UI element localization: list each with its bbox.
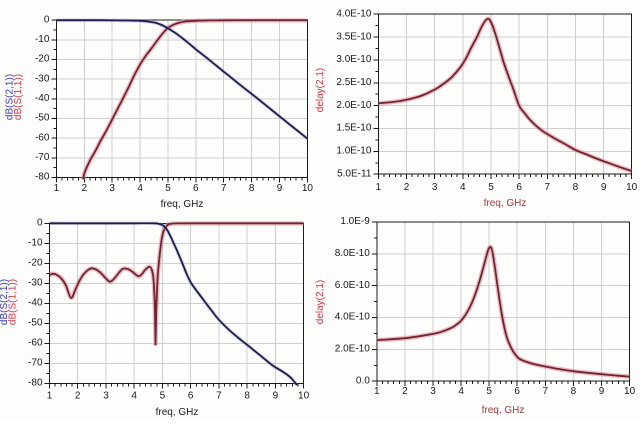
- svg-text:-50: -50: [35, 113, 50, 124]
- svg-text:-60: -60: [28, 338, 43, 349]
- svg-text:6.0E-10: 6.0E-10: [335, 280, 370, 291]
- svg-text:9: 9: [277, 183, 283, 194]
- svg-text:-10: -10: [28, 238, 43, 249]
- svg-text:10: 10: [298, 391, 310, 402]
- svg-text:3.0E-10: 3.0E-10: [336, 54, 371, 65]
- svg-text:3: 3: [109, 183, 115, 194]
- svg-text:-70: -70: [28, 358, 43, 369]
- svg-text:7: 7: [545, 182, 551, 193]
- svg-text:10: 10: [302, 183, 314, 194]
- svg-text:8.0E-10: 8.0E-10: [335, 248, 370, 259]
- svg-text:5: 5: [160, 391, 166, 402]
- svg-text:1: 1: [54, 183, 60, 194]
- svg-text:4: 4: [460, 182, 466, 193]
- svg-text:3: 3: [432, 182, 438, 193]
- svg-text:7: 7: [216, 391, 222, 402]
- svg-text:1: 1: [376, 182, 382, 193]
- svg-text:8: 8: [571, 386, 577, 397]
- svg-text:delay(2,1): delay(2,1): [315, 280, 326, 324]
- svg-text:4: 4: [137, 183, 143, 194]
- svg-text:5.0E-11: 5.0E-11: [337, 168, 372, 179]
- svg-text:2: 2: [82, 183, 88, 194]
- svg-text:5: 5: [486, 386, 492, 397]
- svg-text:7: 7: [221, 183, 227, 194]
- svg-text:3: 3: [430, 386, 436, 397]
- svg-text:2.0E-10: 2.0E-10: [336, 100, 371, 111]
- svg-text:2: 2: [75, 391, 81, 402]
- svg-text:1.5E-10: 1.5E-10: [336, 123, 371, 134]
- svg-text:3.5E-10: 3.5E-10: [336, 31, 371, 42]
- svg-text:-30: -30: [28, 278, 43, 289]
- svg-text:2: 2: [402, 386, 408, 397]
- svg-text:9: 9: [599, 386, 605, 397]
- svg-text:9: 9: [601, 182, 607, 193]
- svg-text:dB(S(2,1)): dB(S(2,1)): [0, 279, 10, 325]
- svg-text:-40: -40: [35, 93, 50, 104]
- svg-text:-30: -30: [35, 73, 50, 84]
- svg-text:1.0E-10: 1.0E-10: [336, 146, 371, 157]
- svg-text:freq, GHz: freq, GHz: [484, 198, 527, 209]
- svg-text:0: 0: [44, 14, 50, 25]
- svg-text:5: 5: [165, 183, 171, 194]
- svg-text:2.5E-10: 2.5E-10: [336, 77, 371, 88]
- svg-text:-60: -60: [35, 132, 50, 143]
- svg-text:-20: -20: [28, 258, 43, 269]
- svg-text:1: 1: [374, 386, 380, 397]
- svg-text:9: 9: [273, 391, 279, 402]
- svg-text:4.0E-10: 4.0E-10: [336, 8, 371, 19]
- svg-text:-20: -20: [35, 54, 50, 65]
- svg-text:-50: -50: [28, 318, 43, 329]
- svg-text:4: 4: [458, 386, 464, 397]
- svg-text:10: 10: [624, 386, 636, 397]
- svg-text:0.0: 0.0: [356, 375, 370, 386]
- svg-text:8: 8: [573, 182, 579, 193]
- svg-text:0: 0: [37, 218, 43, 229]
- svg-text:3: 3: [103, 391, 109, 402]
- svg-text:6: 6: [193, 183, 199, 194]
- svg-text:6: 6: [514, 386, 520, 397]
- svg-text:delay(2,1): delay(2,1): [315, 68, 326, 112]
- svg-text:6: 6: [516, 182, 522, 193]
- svg-text:-80: -80: [35, 172, 50, 183]
- svg-text:4: 4: [131, 391, 137, 402]
- svg-text:2: 2: [404, 182, 410, 193]
- svg-text:dB(S(2,1)): dB(S(2,1)): [5, 74, 16, 120]
- svg-text:6: 6: [188, 391, 194, 402]
- svg-text:freq, GHz: freq, GHz: [482, 405, 525, 416]
- svg-text:dB(S(1,1)): dB(S(1,1)): [8, 279, 19, 325]
- svg-text:freq, GHz: freq, GHz: [156, 407, 199, 418]
- svg-text:-70: -70: [35, 152, 50, 163]
- svg-text:dB(S(1,1)): dB(S(1,1)): [13, 74, 24, 120]
- svg-text:2.0E-10: 2.0E-10: [335, 344, 370, 355]
- svg-text:5: 5: [488, 182, 494, 193]
- svg-text:-10: -10: [35, 34, 50, 45]
- svg-text:8: 8: [244, 391, 250, 402]
- svg-text:4.0E-10: 4.0E-10: [335, 312, 370, 323]
- svg-text:8: 8: [249, 183, 255, 194]
- svg-text:7: 7: [543, 386, 549, 397]
- svg-text:1.0E-9: 1.0E-9: [340, 216, 370, 227]
- svg-text:10: 10: [626, 182, 638, 193]
- svg-text:1: 1: [47, 391, 53, 402]
- svg-text:-80: -80: [28, 378, 43, 389]
- svg-text:-40: -40: [28, 298, 43, 309]
- svg-text:freq, GHz: freq, GHz: [161, 199, 204, 210]
